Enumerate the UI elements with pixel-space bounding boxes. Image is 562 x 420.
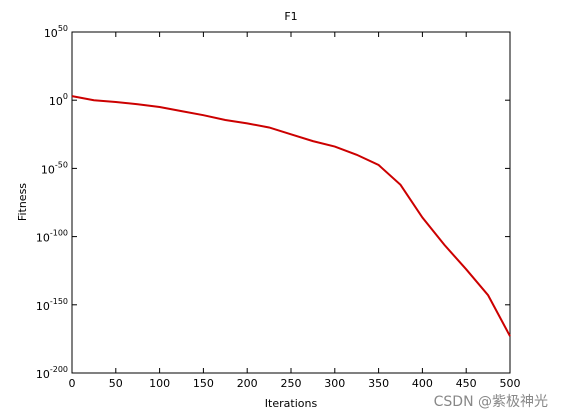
data-line	[71, 95, 511, 337]
y-tick-label: 10-100	[36, 229, 68, 245]
x-tick-label: 300	[324, 377, 345, 390]
watermark: CSDN @紫极神光	[434, 394, 548, 410]
y-tick-label: 100	[49, 92, 68, 108]
x-tick-label: 400	[412, 377, 433, 390]
x-tick-label: 450	[456, 377, 477, 390]
x-tick-label: 500	[500, 377, 521, 390]
y-tick-label: 10-150	[36, 297, 68, 313]
x-tick-label: 350	[368, 377, 389, 390]
y-tick-label: 10-200	[36, 365, 68, 381]
y-axis-label: Fitness	[16, 183, 29, 221]
x-tick-label: 50	[109, 377, 123, 390]
x-axis-label: Iterations	[265, 397, 318, 410]
chart-title: F1	[284, 10, 297, 23]
y-tick-label: 10-50	[41, 160, 68, 176]
x-tick-label: 250	[281, 377, 302, 390]
x-tick-label: 0	[69, 377, 76, 390]
x-tick-label: 200	[237, 377, 258, 390]
y-tick-label: 1050	[44, 24, 68, 40]
x-tick-label: 100	[149, 377, 170, 390]
x-tick-label: 150	[193, 377, 214, 390]
